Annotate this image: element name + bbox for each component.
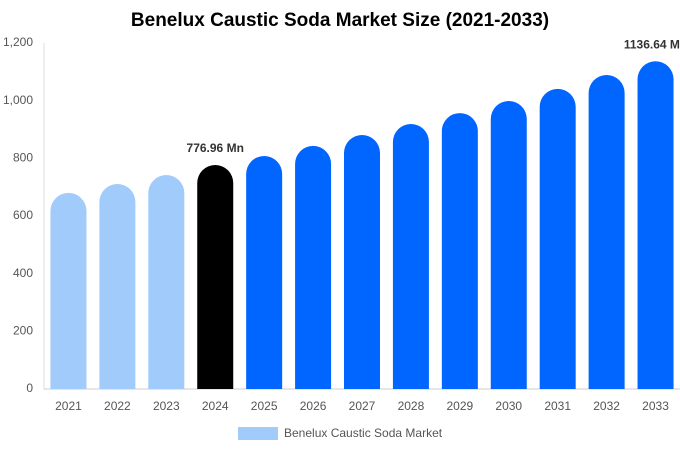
bar xyxy=(295,145,332,389)
chart-title: Benelux Caustic Soda Market Size (2021-2… xyxy=(131,10,549,31)
x-tick-label: 2028 xyxy=(398,399,425,413)
bar xyxy=(246,156,283,389)
legend-label: Benelux Caustic Soda Market xyxy=(284,426,443,440)
x-tick-label: 2031 xyxy=(544,399,571,413)
x-tick-label: 2024 xyxy=(202,399,229,413)
bar xyxy=(148,175,185,389)
y-tick-label: 600 xyxy=(13,208,33,222)
bar xyxy=(392,124,429,389)
bar xyxy=(588,75,625,389)
bar xyxy=(441,113,478,389)
bar xyxy=(50,192,87,389)
x-tick-label: 2025 xyxy=(251,399,278,413)
data-label: 776.96 Mn xyxy=(187,141,244,155)
bar xyxy=(637,61,674,390)
x-tick-label: 2029 xyxy=(446,399,473,413)
x-tick-label: 2030 xyxy=(495,399,522,413)
data-label: 1136.64 Mn xyxy=(624,37,680,51)
y-tick-label: 0 xyxy=(26,381,33,395)
x-tick-label: 2032 xyxy=(593,399,620,413)
bar xyxy=(539,88,576,389)
bar xyxy=(344,134,380,389)
y-tick-label: 400 xyxy=(13,266,33,280)
x-tick-label: 2021 xyxy=(55,399,82,413)
bar xyxy=(490,100,527,389)
legend-swatch xyxy=(238,427,278,440)
x-tick-label: 2023 xyxy=(153,399,180,413)
x-tick-label: 2026 xyxy=(300,399,327,413)
x-tick-label: 2022 xyxy=(104,399,131,413)
y-tick-label: 200 xyxy=(13,324,33,338)
y-tick-label: 800 xyxy=(13,151,33,165)
x-tick-label: 2027 xyxy=(349,399,376,413)
bar xyxy=(99,183,136,389)
x-tick-label: 2033 xyxy=(642,399,669,413)
y-tick-label: 1,200 xyxy=(3,35,33,49)
bar xyxy=(197,164,234,389)
y-tick-label: 1,000 xyxy=(3,93,33,107)
